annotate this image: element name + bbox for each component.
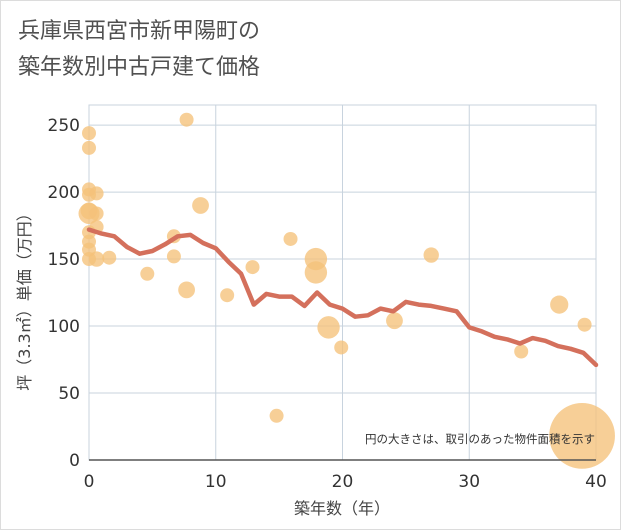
y-tick-label: 0 [69,451,80,471]
y-tick-label: 100 [48,317,80,337]
y-tick-label: 200 [48,183,80,203]
title-line-2: 築年数別中古戸建て価格 [18,55,261,80]
scatter-point [577,317,592,332]
trend-line-group [86,227,599,368]
scatter-point [220,288,235,303]
scatter-point [179,112,194,127]
scatter-point [192,197,209,214]
axes: 0 50 100 150 200 250 0 10 20 30 40 [48,116,607,492]
x-tick-label: 10 [205,472,227,492]
y-axis-label: 坪（3.3㎡）単価（万円） [15,205,34,390]
y-tick-label: 150 [48,250,80,270]
scatter-point [514,344,529,359]
scatter-point [82,126,96,141]
scatter-point [89,206,104,221]
chart-title: 兵庫県西宮市新甲陽町の 築年数別中古戸建て価格 [18,14,260,86]
x-tick-label: 40 [585,472,607,492]
scatter-point [334,340,349,355]
scatter-point [550,295,569,314]
scatter-point [82,140,96,155]
title-line-1: 兵庫県西宮市新甲陽町の [18,19,261,44]
grid-lines [88,104,597,461]
scatter-point [245,260,260,275]
scatter-point [178,281,195,299]
scatter-points [78,112,615,469]
scatter-point [317,316,340,339]
scatter-point [140,266,155,281]
scatter-point [269,408,284,423]
scatter-point [89,186,104,201]
scatter-point [549,402,615,469]
x-tick-label: 30 [458,472,480,492]
trend-line [86,227,599,368]
size-note: 円の大きさは、取引のあった物件面積を示す [365,432,595,446]
y-tick-label: 250 [48,116,80,136]
y-tick-label: 50 [58,384,80,404]
scatter-point [102,250,117,265]
x-tick-label: 20 [332,472,354,492]
scatter-point [386,312,403,330]
scatter-point [166,249,181,264]
x-axis-label: 築年数（年） [294,499,390,518]
scatter-point [423,247,439,263]
scatter-point [88,251,105,267]
scatter-point [283,231,298,246]
scatter-point [304,261,328,284]
x-tick-label: 0 [84,472,95,492]
